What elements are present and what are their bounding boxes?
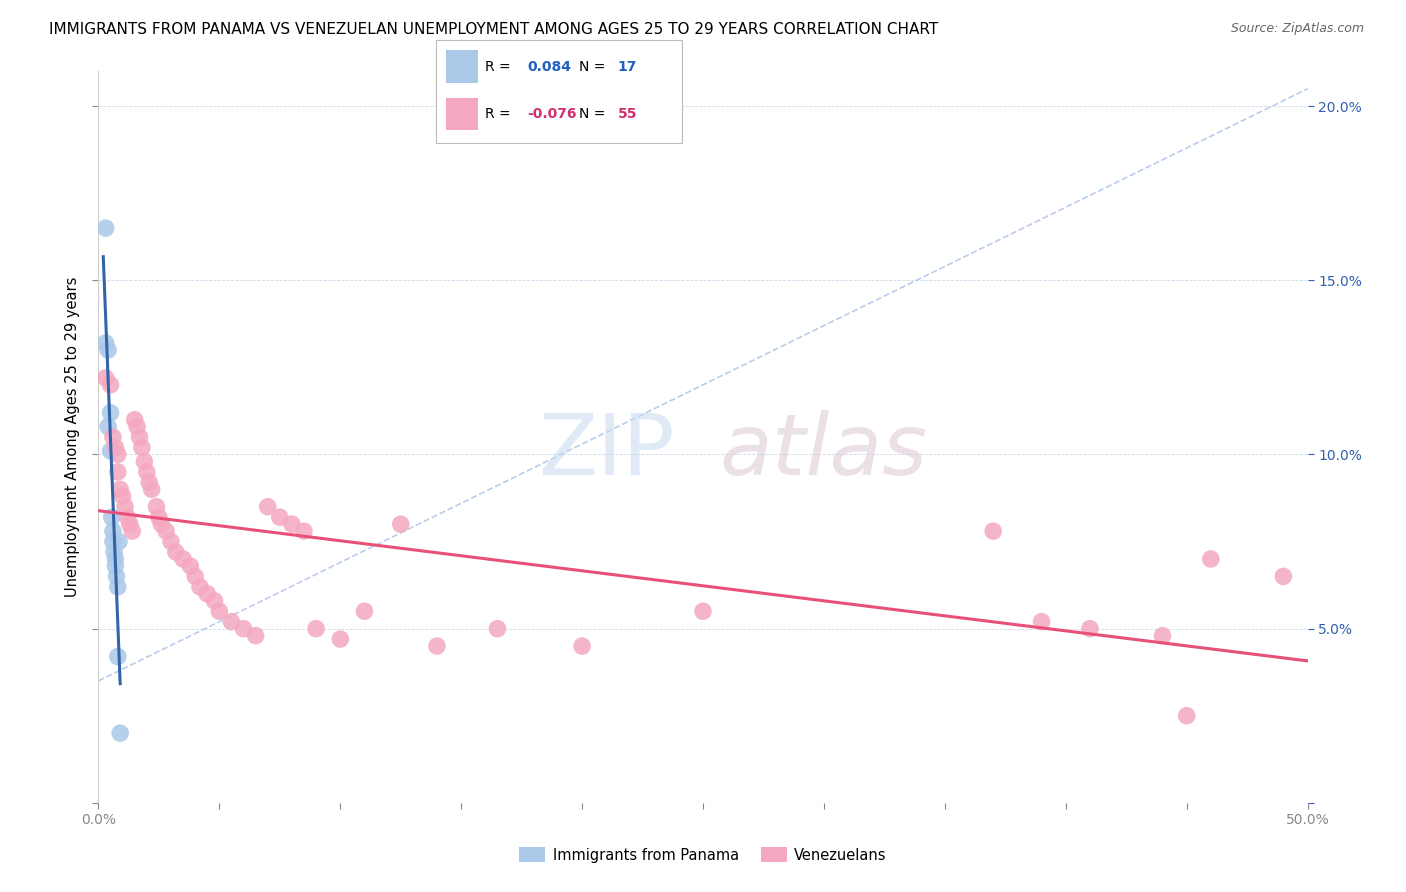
Text: -0.076: -0.076 bbox=[527, 107, 576, 121]
Text: 55: 55 bbox=[619, 107, 637, 121]
Point bbox=[292, 524, 315, 538]
Point bbox=[389, 517, 412, 532]
Point bbox=[97, 343, 120, 357]
Point bbox=[100, 444, 122, 458]
Point bbox=[100, 406, 122, 420]
Point bbox=[155, 524, 177, 538]
Point bbox=[188, 580, 211, 594]
Point bbox=[117, 510, 139, 524]
Bar bbox=[446, 97, 478, 130]
Point bbox=[232, 622, 254, 636]
Point bbox=[145, 500, 167, 514]
Point bbox=[1175, 708, 1198, 723]
Point bbox=[118, 517, 141, 532]
Text: N =: N = bbox=[579, 107, 609, 121]
Point bbox=[571, 639, 593, 653]
Point bbox=[131, 441, 153, 455]
Text: R =: R = bbox=[485, 107, 515, 121]
Text: N =: N = bbox=[579, 60, 609, 74]
Text: R =: R = bbox=[485, 60, 515, 74]
Point bbox=[195, 587, 218, 601]
Point bbox=[184, 569, 207, 583]
Text: Source: ZipAtlas.com: Source: ZipAtlas.com bbox=[1230, 22, 1364, 36]
Text: ZIP: ZIP bbox=[538, 410, 675, 493]
Point bbox=[150, 517, 173, 532]
Point bbox=[1199, 552, 1222, 566]
Point bbox=[111, 489, 134, 503]
Point bbox=[114, 500, 136, 514]
Point bbox=[104, 552, 127, 566]
Point bbox=[1272, 569, 1295, 583]
Point bbox=[1078, 622, 1101, 636]
Point bbox=[104, 558, 127, 573]
Point bbox=[281, 517, 304, 532]
Point bbox=[486, 622, 509, 636]
Point bbox=[107, 580, 129, 594]
Point bbox=[124, 412, 146, 426]
Point bbox=[692, 604, 714, 618]
Point bbox=[353, 604, 375, 618]
Point bbox=[101, 534, 124, 549]
Point bbox=[329, 632, 352, 646]
Point bbox=[107, 448, 129, 462]
Point bbox=[134, 454, 156, 468]
Legend: Immigrants from Panama, Venezuelans: Immigrants from Panama, Venezuelans bbox=[513, 841, 893, 869]
Point bbox=[148, 510, 170, 524]
Text: atlas: atlas bbox=[720, 410, 928, 493]
Text: 0.084: 0.084 bbox=[527, 60, 571, 74]
Point bbox=[204, 594, 226, 608]
Point bbox=[94, 371, 117, 385]
Bar bbox=[446, 50, 478, 83]
Point bbox=[138, 475, 160, 490]
Point bbox=[179, 558, 201, 573]
Point bbox=[108, 483, 131, 497]
Point bbox=[107, 465, 129, 479]
Text: IMMIGRANTS FROM PANAMA VS VENEZUELAN UNEMPLOYMENT AMONG AGES 25 TO 29 YEARS CORR: IMMIGRANTS FROM PANAMA VS VENEZUELAN UNE… bbox=[49, 22, 938, 37]
Point bbox=[108, 534, 131, 549]
Point bbox=[127, 419, 149, 434]
Point bbox=[107, 649, 129, 664]
FancyBboxPatch shape bbox=[436, 40, 682, 143]
Y-axis label: Unemployment Among Ages 25 to 29 years: Unemployment Among Ages 25 to 29 years bbox=[65, 277, 80, 598]
Point bbox=[269, 510, 291, 524]
Point bbox=[1152, 629, 1174, 643]
Point bbox=[426, 639, 449, 653]
Point bbox=[305, 622, 328, 636]
Point bbox=[172, 552, 194, 566]
Point bbox=[121, 524, 143, 538]
Point bbox=[108, 726, 131, 740]
Point bbox=[101, 430, 124, 444]
Point bbox=[100, 377, 122, 392]
Point bbox=[105, 569, 128, 583]
Point bbox=[103, 545, 125, 559]
Point bbox=[165, 545, 187, 559]
Point bbox=[135, 465, 157, 479]
Point bbox=[97, 419, 120, 434]
Point bbox=[141, 483, 163, 497]
Point bbox=[128, 430, 150, 444]
Point bbox=[101, 524, 124, 538]
Point bbox=[256, 500, 278, 514]
Point bbox=[100, 510, 122, 524]
Point bbox=[981, 524, 1004, 538]
Text: 17: 17 bbox=[619, 60, 637, 74]
Point bbox=[221, 615, 243, 629]
Point bbox=[94, 221, 117, 235]
Point bbox=[208, 604, 231, 618]
Point bbox=[160, 534, 183, 549]
Point bbox=[104, 441, 127, 455]
Point bbox=[94, 336, 117, 351]
Point bbox=[1031, 615, 1053, 629]
Point bbox=[245, 629, 267, 643]
